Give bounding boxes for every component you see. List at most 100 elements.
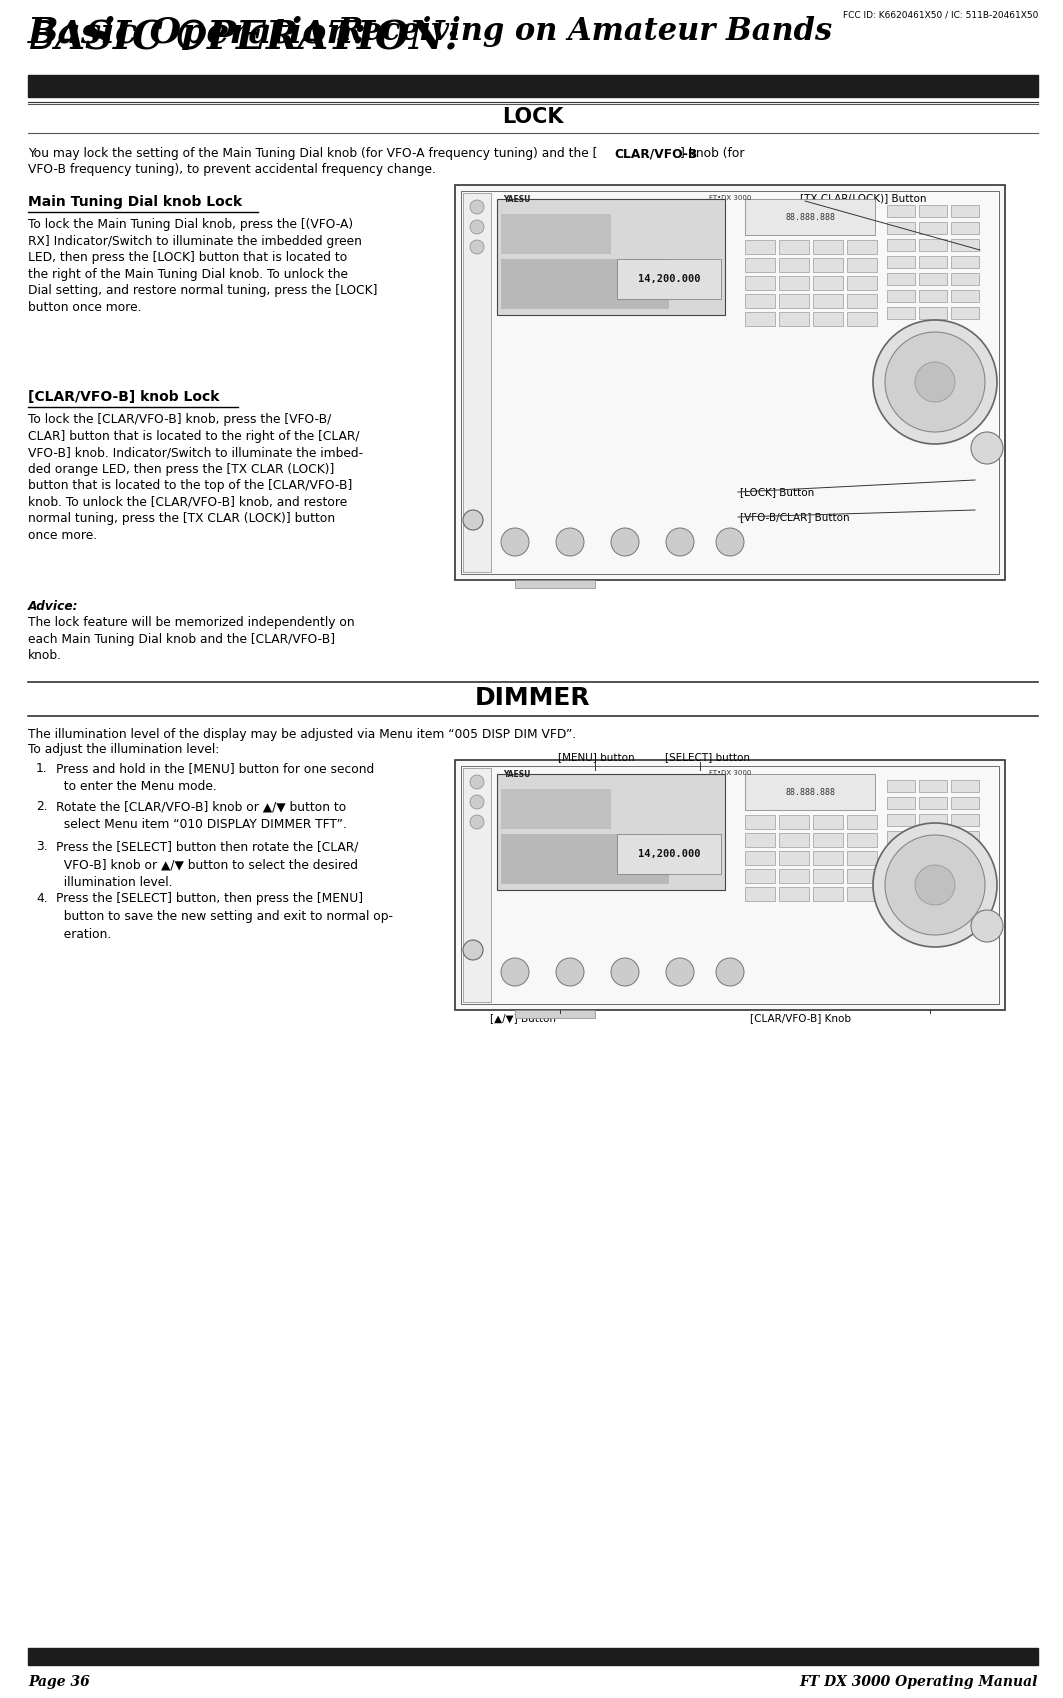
Circle shape <box>470 200 484 214</box>
Text: LOCK: LOCK <box>502 107 563 127</box>
Text: VFO-B frequency tuning), to prevent accidental frequency change.: VFO-B frequency tuning), to prevent acci… <box>28 163 436 177</box>
Bar <box>745 886 775 902</box>
Circle shape <box>915 864 955 905</box>
Bar <box>501 790 611 829</box>
Bar <box>847 869 877 883</box>
Bar <box>887 205 915 217</box>
Bar <box>847 294 877 307</box>
Circle shape <box>501 528 529 555</box>
Text: [TX CLAR(LOCK)] Button: [TX CLAR(LOCK)] Button <box>800 194 927 204</box>
Text: 14,200.000: 14,200.000 <box>638 273 701 284</box>
Text: Main Tuning Dial knob Lock: Main Tuning Dial knob Lock <box>28 195 242 209</box>
Text: [LOCK] Button: [LOCK] Button <box>740 487 814 498</box>
Circle shape <box>556 958 584 987</box>
Text: Page 36: Page 36 <box>28 1674 89 1690</box>
Bar <box>745 199 875 234</box>
Circle shape <box>667 958 694 987</box>
Bar <box>951 205 979 217</box>
Bar <box>745 834 775 847</box>
Text: YAESU: YAESU <box>503 195 530 204</box>
Circle shape <box>470 815 484 829</box>
Bar <box>951 256 979 268</box>
Text: Dial setting, and restore normal tuning, press the [​LOCK​]: Dial setting, and restore normal tuning,… <box>28 284 377 297</box>
Bar <box>887 256 915 268</box>
Bar <box>887 307 915 319</box>
Bar <box>887 290 915 302</box>
Bar <box>779 277 809 290</box>
Bar <box>919 239 947 251</box>
Text: LED, then press the [​LOCK​] button that is located to: LED, then press the [​LOCK​] button that… <box>28 251 348 263</box>
Bar <box>779 869 809 883</box>
Text: FT•DX 3000: FT•DX 3000 <box>709 195 752 200</box>
Bar <box>951 239 979 251</box>
Bar <box>745 258 775 272</box>
Text: Basic Operation:: Basic Operation: <box>28 15 367 49</box>
Bar <box>779 815 809 829</box>
Circle shape <box>556 528 584 555</box>
Bar <box>455 761 1005 1010</box>
Bar <box>779 834 809 847</box>
Bar <box>813 851 843 864</box>
Text: [▲/▼] Button: [▲/▼] Button <box>490 1014 556 1022</box>
Bar <box>887 273 915 285</box>
Bar <box>745 774 875 810</box>
Bar <box>779 294 809 307</box>
Circle shape <box>885 835 985 936</box>
Bar <box>463 767 491 1002</box>
Circle shape <box>463 509 483 530</box>
Bar <box>514 581 595 588</box>
Text: [MENU] button: [MENU] button <box>558 752 635 762</box>
Text: the right of the Main Tuning Dial knob. To unlock the: the right of the Main Tuning Dial knob. … <box>28 268 348 280</box>
Text: $\mathbf{\mathit{B}}$ASIC $\mathbf{\mathit{O}}$PERATION:: $\mathbf{\mathit{B}}$ASIC $\mathbf{\math… <box>28 19 458 56</box>
Text: [VFO-B/CLAR] Button: [VFO-B/CLAR] Button <box>740 513 849 521</box>
Bar <box>455 185 1005 581</box>
Text: VFO-B​] knob. Indicator/Switch to illuminate the imbed-: VFO-B​] knob. Indicator/Switch to illumi… <box>28 447 364 458</box>
Text: FT DX 3000 Operating Manual: FT DX 3000 Operating Manual <box>799 1674 1037 1690</box>
Text: knob.: knob. <box>28 649 62 662</box>
Text: Rotate the [​CLAR/VFO-B​] knob or ▲/▼ button to
  select Menu item “010 DISPLAY : Rotate the [​CLAR/VFO-B​] knob or ▲/▼ bu… <box>56 800 347 830</box>
Bar <box>887 864 915 876</box>
Circle shape <box>667 528 694 555</box>
Bar <box>919 881 947 895</box>
Bar <box>745 312 775 326</box>
Bar <box>461 190 999 574</box>
Bar <box>919 796 947 808</box>
Bar <box>813 886 843 902</box>
Bar <box>951 830 979 842</box>
Text: normal tuning, press the [​TX CLAR (LOCK)​] button: normal tuning, press the [​TX CLAR (LOCK… <box>28 513 335 525</box>
Text: 2.: 2. <box>36 800 48 813</box>
Text: FT•DX 3000: FT•DX 3000 <box>709 769 752 776</box>
Bar <box>745 294 775 307</box>
Text: once more.: once more. <box>28 528 97 542</box>
Bar <box>779 239 809 255</box>
Bar <box>514 1010 595 1019</box>
Text: [CLAR/VFO-B] Knob: [CLAR/VFO-B] Knob <box>750 1014 851 1022</box>
Bar <box>779 312 809 326</box>
Bar <box>813 258 843 272</box>
Text: Receiving on Amateur Bands: Receiving on Amateur Bands <box>338 15 833 48</box>
Bar <box>813 869 843 883</box>
Bar <box>461 766 999 1004</box>
Bar <box>887 239 915 251</box>
Bar <box>847 886 877 902</box>
Bar <box>919 205 947 217</box>
Text: Press the [​SELECT​] button then rotate the [​CLAR/
  VFO-B​] knob or ▲/▼ button: Press the [​SELECT​] button then rotate … <box>56 841 358 890</box>
Bar <box>919 273 947 285</box>
Bar <box>951 847 979 859</box>
Bar <box>847 312 877 326</box>
Bar <box>617 834 721 874</box>
Bar <box>779 851 809 864</box>
Text: CLAR/VFO-B: CLAR/VFO-B <box>614 148 697 160</box>
Circle shape <box>470 795 484 808</box>
Circle shape <box>873 824 997 947</box>
Text: button that is located to the top of the [​CLAR/VFO-B​]: button that is located to the top of the… <box>28 479 352 492</box>
Text: 88.888.888: 88.888.888 <box>784 212 836 221</box>
Text: 14,200.000: 14,200.000 <box>638 849 701 859</box>
Text: button once more.: button once more. <box>28 301 141 314</box>
Text: [SELECT] button: [SELECT] button <box>665 752 750 762</box>
Bar <box>501 260 669 309</box>
Bar <box>813 239 843 255</box>
Text: 1.: 1. <box>36 762 48 774</box>
Text: To lock the Main Tuning Dial knob, press the [(​VFO-A): To lock the Main Tuning Dial knob, press… <box>28 217 353 231</box>
Text: To lock the [​CLAR/VFO-B​] knob, press the [​VFO-B/: To lock the [​CLAR/VFO-B​] knob, press t… <box>28 413 332 426</box>
